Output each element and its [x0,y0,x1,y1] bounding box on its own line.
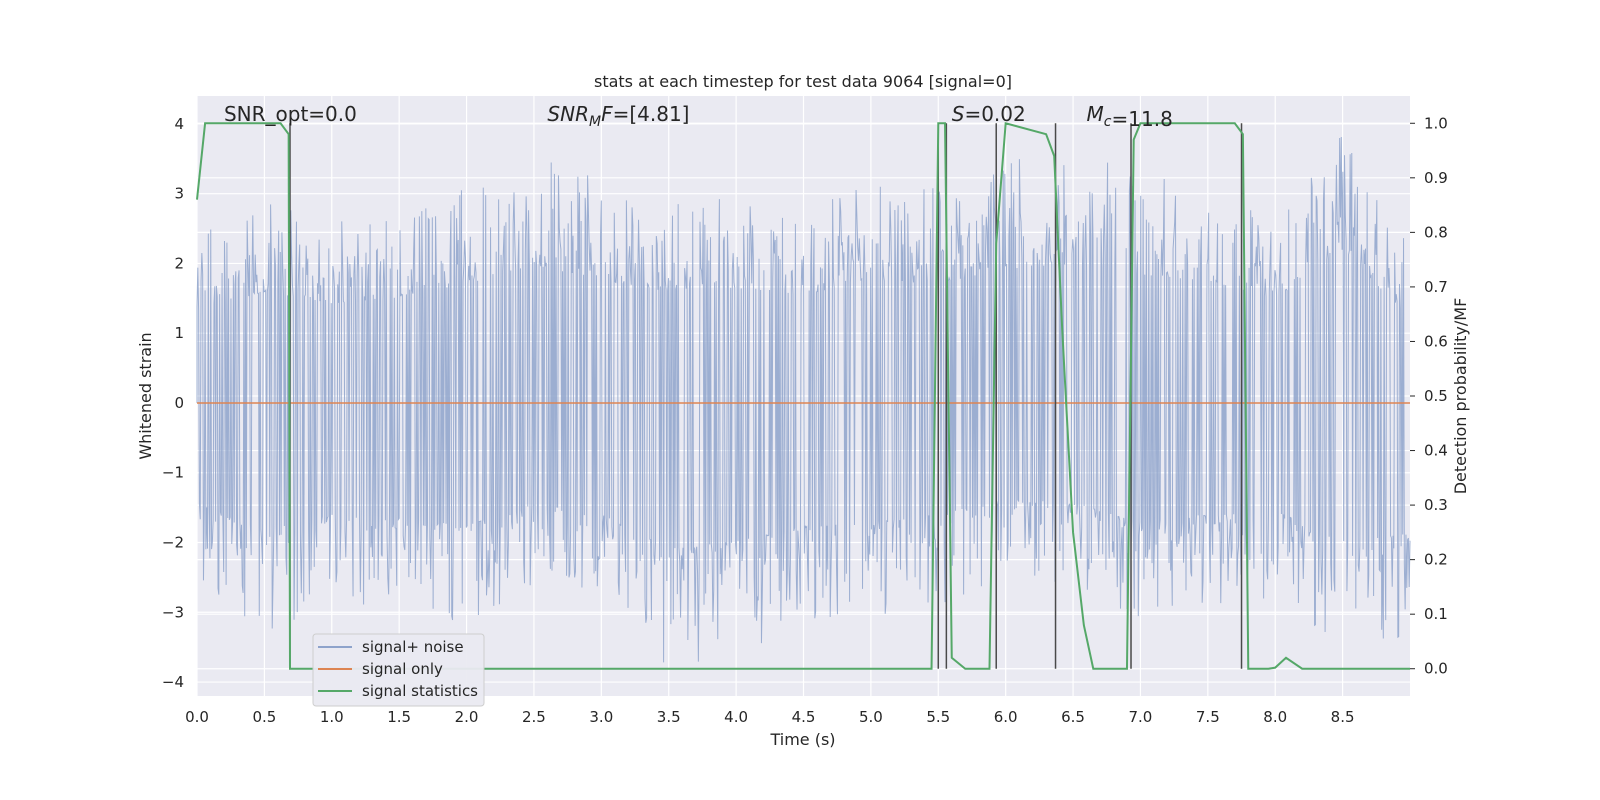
legend: signal+ noise signal only signal statist… [312,633,485,707]
annotation: S=0.02 [952,102,1026,126]
x-tick-label: 2.0 [455,708,479,726]
annotations: SNR_opt=0.0 SNRMF=[4.81] S=0.02 Mc=11.8 [224,102,1173,131]
x-tick-label: 8.0 [1263,708,1287,726]
legend-box [312,633,485,707]
y2-tick-label: 0.7 [1424,278,1448,296]
y2-tick-label: 0.2 [1424,551,1448,569]
x-tick-label: 6.5 [1061,708,1085,726]
signal-noise-trace [196,137,1411,663]
y-tick-label: 4 [174,115,184,133]
x-tick-label: 1.0 [320,708,344,726]
x-tick-label: 3.0 [589,708,613,726]
x-tick-label: 5.0 [859,708,883,726]
annotation: Mc=11.8 [1087,102,1173,131]
y2-tick-label: 0.5 [1424,387,1448,405]
x-tick-label: 0.0 [185,708,209,726]
series-signal-statistics [196,121,1410,670]
x-tick-label: 8.5 [1331,708,1355,726]
annotation: SNR_opt=0.0 [224,102,357,126]
x-tick-label: 0.5 [252,708,276,726]
chart-title: stats at each timestep for test data 906… [594,72,1012,91]
x-tick-label: 2.5 [522,708,546,726]
y-tick-label: −2 [162,534,184,552]
y-axis-label: Whitened strain [136,332,155,459]
x-axis-label: Time (s) [769,730,835,749]
annotation: SNRMF=[4.81] [547,102,689,130]
y2-tick-label: 0.9 [1424,169,1448,187]
legend-item-signal-only: signal only [362,660,443,678]
signal-statistics-line [196,121,1410,670]
x-axis-ticks: 0.0 0.5 1.0 1.5 2.0 2.5 3.0 3.5 4.0 4.5 5.0 5.5 6.0 6… [185,708,1354,726]
y2-axis-label: Detection probability/MF [1451,298,1470,495]
y2-axis-ticks: 1.0 0.9 0.8 0.7 0.6 0.5 0.4 0.3 0.2 0.1 0.0 [1410,114,1448,678]
x-tick-label: 1.5 [387,708,411,726]
y2-tick-label: 0.1 [1424,605,1448,623]
x-tick-label: 7.0 [1129,708,1153,726]
y2-tick-label: 1.0 [1424,114,1448,132]
y-tick-label: 0 [174,394,184,412]
y-tick-label: 2 [174,254,184,272]
x-tick-label: 4.0 [724,708,748,726]
y-tick-label: −1 [162,464,184,482]
legend-item-signal-statistics: signal statistics [362,682,478,700]
x-tick-label: 5.5 [926,708,950,726]
y2-tick-label: 0.8 [1424,223,1448,241]
x-tick-label: 3.5 [657,708,681,726]
y2-tick-label: 0.6 [1424,332,1448,350]
y2-tick-label: 0.0 [1424,660,1448,678]
x-tick-label: 4.5 [792,708,816,726]
y-axis-ticks: 4 3 2 1 0 −1 −2 −3 −4 [162,115,184,691]
y-tick-label: 1 [174,324,184,342]
legend-item-signal-noise: signal+ noise [362,638,464,656]
x-tick-label: 7.5 [1196,708,1220,726]
y-tick-label: 3 [174,185,184,203]
y-tick-label: −3 [162,603,184,621]
y2-tick-label: 0.3 [1424,496,1448,514]
y-tick-label: −4 [162,673,184,691]
series-signal-noise [196,137,1411,663]
y2-tick-label: 0.4 [1424,442,1448,460]
x-tick-label: 6.0 [994,708,1018,726]
